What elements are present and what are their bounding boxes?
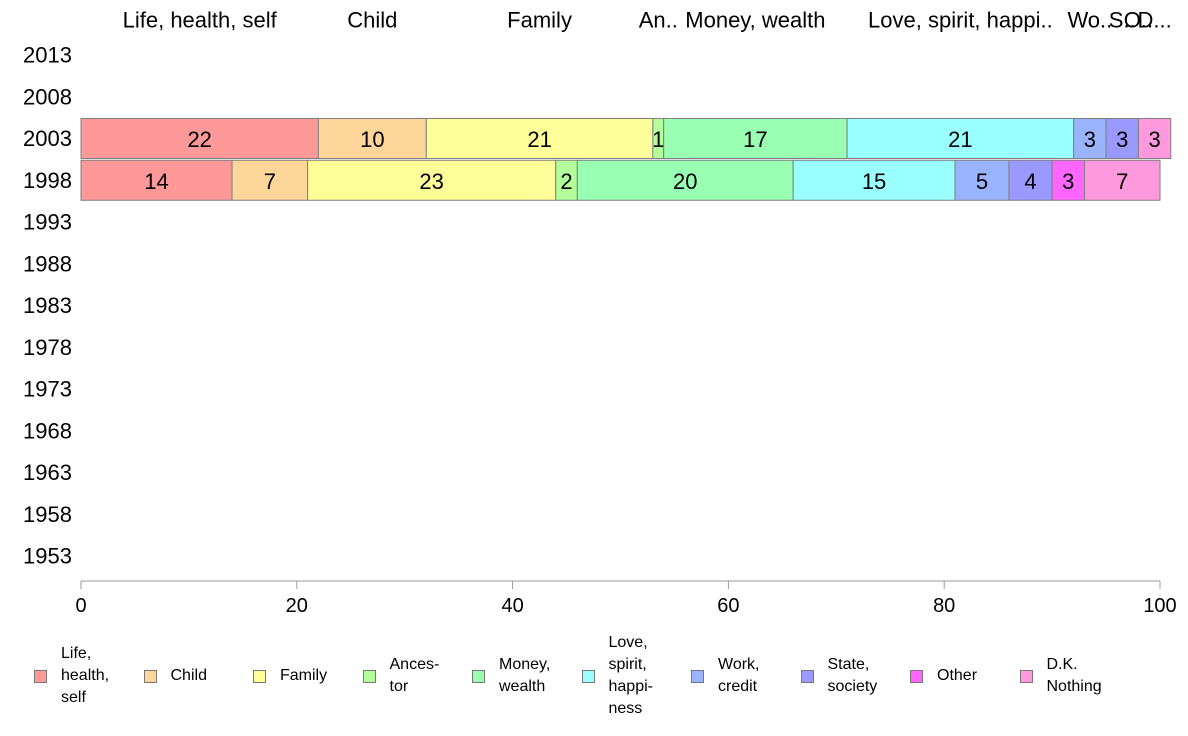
bar-segment [1073,118,1107,159]
legend-item: Family [253,630,327,722]
year-label: 1993 [23,210,72,235]
year-label: 1958 [23,502,72,527]
year-label: 2008 [23,84,72,109]
legend-label: Family [280,667,328,684]
bar-value-label: 22 [187,127,211,152]
legend-label: State, society [827,656,878,695]
legend-label: Ances- tor [389,656,440,695]
bar-segment [1137,118,1172,159]
legend-swatch [143,669,157,683]
column-header: Child [347,8,397,33]
legend-label: Work, credit [718,656,760,695]
column-header: D... [1137,8,1171,33]
bar-value-label: 7 [264,169,276,194]
bars: 22 10 21 1 17 21 3 3 314 7 23 2 20 15 5 4 3 7 [80,118,1172,201]
column-header: Life, health, self [123,8,278,33]
column-header: Money, wealth [685,8,825,33]
legend-swatch [34,669,47,683]
year-label: 2003 [23,126,72,151]
year-label: 1988 [23,251,72,276]
legend-label: Life, health, self [61,645,110,706]
bar-segment [846,118,1075,159]
x-tick-label: 100 [1143,595,1176,617]
bar-segment [663,118,848,159]
year-axis-labels: 2013 2008 2003 1998 1993 1988 1983 1978 1973 1968… [23,43,72,569]
bar-value-label: 23 [419,169,443,194]
bar-value-label: 21 [948,127,972,152]
year-label: 1963 [23,460,72,485]
x-tick-label: 60 [717,595,739,617]
legend-item: Love, spirit, happi- ness [581,630,653,722]
bar-segment [307,159,557,201]
bar-value-label: 10 [360,127,384,152]
bar-value-label: 20 [673,169,697,194]
legend-swatch [253,669,266,683]
bar-value-label: 5 [976,169,988,194]
legend-label: Money, wealth [499,656,551,695]
legend-item: Other [910,630,977,722]
bar-segment [576,159,794,201]
legend-label: D.K. Nothing [1046,656,1102,695]
bar-segment [954,159,1010,201]
legend-item: Work, credit [691,630,759,722]
bar-segment [1083,159,1161,201]
column-headers: Life, health, self Child Family An.. Money, … [123,8,1172,33]
bar-value-label: 3 [1148,127,1160,152]
legend-item: Life, health, self [34,630,109,722]
legend-label: Love, spirit, happi- ness [608,634,653,717]
bar-value-label: 14 [144,169,168,194]
legend-swatch [910,669,923,683]
bar-value-label: 3 [1116,127,1128,152]
legend-item: Child [143,630,207,722]
column-header: Family [507,8,572,33]
legend-label: Other [937,667,978,684]
year-label: 1953 [23,544,72,569]
legend: Life, health, self Child Family Ances- tor M… [34,630,1154,726]
x-tick-label: 40 [501,595,523,617]
bar-value-label: 17 [743,127,767,152]
year-label: 1973 [23,377,72,402]
bar-segment [1008,159,1053,201]
column-header: S.. [1109,8,1136,33]
x-tick-label: 0 [75,595,86,617]
year-label: 1998 [23,168,72,193]
legend-swatch [691,669,704,683]
legend-item: State, society [800,630,878,722]
bar-segment [792,159,956,201]
bar-value-label: 15 [862,169,886,194]
bar-segment [231,159,309,201]
bar-segment [1105,118,1139,159]
bar-value-label: 4 [1024,169,1036,194]
x-axis: 0 20 40 60 80 100 [75,580,1177,617]
column-header: Love, spirit, happi.. [868,8,1053,33]
legend-swatch [800,669,814,683]
column-header: Wo.. [1067,8,1112,33]
year-label: 1968 [23,418,72,443]
x-tick-label: 80 [933,595,955,617]
legend-item: Money, wealth [472,630,550,722]
legend-item: Ances- tor [362,630,440,722]
bar-value-label: 7 [1116,169,1128,194]
bar-value-label: 21 [527,127,551,152]
bar-segment [80,118,319,159]
bar-value-label: 3 [1062,169,1074,194]
column-header: O.. [1124,8,1153,33]
bar-value-label: 1 [652,127,664,152]
year-label: 1983 [23,293,72,318]
year-label: 1978 [23,335,72,360]
legend-item: D.K. Nothing [1019,630,1102,722]
bar-value-label: 2 [560,169,572,194]
legend-swatch [362,669,376,683]
bar-value-label: 3 [1084,127,1096,152]
legend-swatch [472,669,485,683]
year-label: 2013 [23,43,72,68]
column-header: An.. [639,8,678,33]
legend-swatch [1019,669,1033,683]
legend-label: Child [170,667,207,684]
x-tick-label: 20 [286,595,308,617]
legend-swatch [581,669,595,683]
